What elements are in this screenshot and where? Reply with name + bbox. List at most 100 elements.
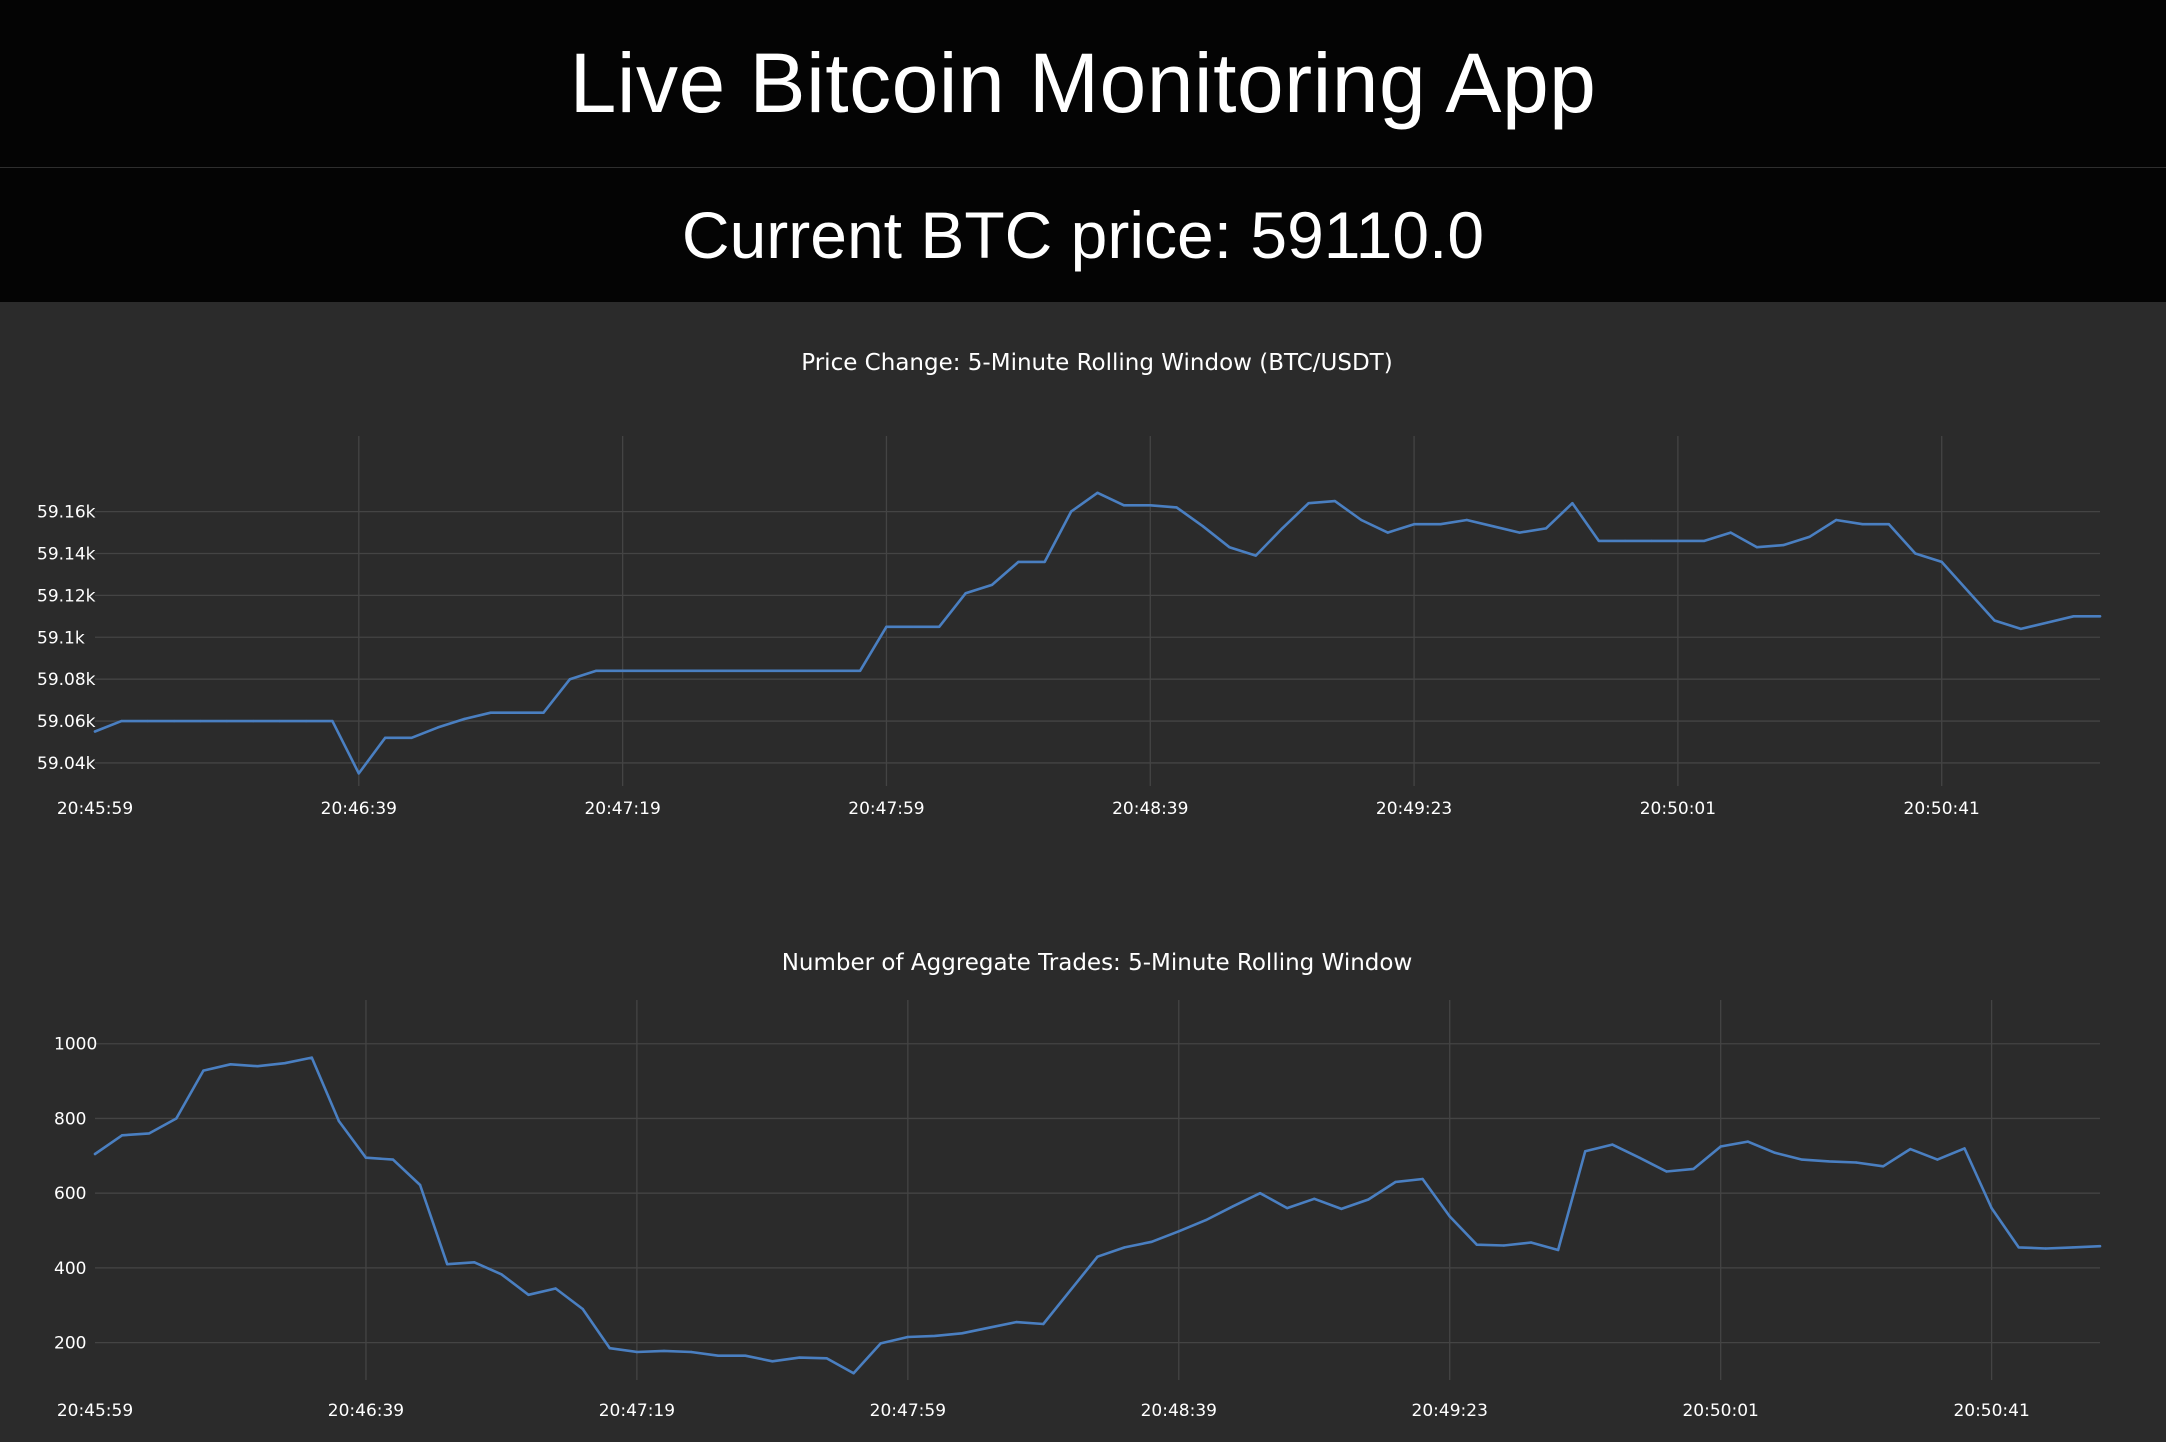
data-point bbox=[1015, 1320, 1018, 1324]
data-point bbox=[2017, 1246, 2020, 1249]
data-point bbox=[806, 669, 809, 672]
price-banner: Current BTC price: 59110.0 bbox=[0, 168, 2166, 302]
data-point bbox=[1340, 1207, 1343, 1211]
data-point bbox=[885, 625, 888, 628]
data-point bbox=[987, 1326, 991, 1329]
data-point bbox=[608, 1347, 611, 1350]
data-point bbox=[1177, 1230, 1181, 1233]
x-tick-label: 20:45:59 bbox=[57, 799, 133, 819]
app-title: Live Bitcoin Monitoring App bbox=[569, 36, 1597, 130]
data-point bbox=[647, 669, 651, 672]
data-point bbox=[990, 583, 994, 587]
data-point bbox=[1936, 1158, 1939, 1161]
data-point bbox=[960, 1332, 964, 1335]
data-point bbox=[1360, 518, 1363, 522]
x-tick-label: 20:50:01 bbox=[1640, 799, 1716, 819]
data-point bbox=[1914, 552, 1917, 555]
x-tick-label: 20:50:41 bbox=[1904, 799, 1980, 819]
data-point bbox=[852, 1372, 855, 1375]
data-point bbox=[911, 625, 914, 628]
x-tick-label: 20:47:19 bbox=[584, 799, 660, 819]
data-point bbox=[436, 726, 440, 729]
data-point bbox=[283, 1062, 286, 1065]
data-point bbox=[1096, 1255, 1099, 1258]
data-point bbox=[418, 1183, 422, 1187]
data-point bbox=[1096, 491, 1099, 494]
y-tick-label: 59.1k bbox=[37, 628, 85, 648]
data-point bbox=[1993, 619, 1996, 622]
data-point bbox=[595, 669, 598, 672]
data-point bbox=[568, 678, 572, 681]
data-point bbox=[1502, 1244, 1506, 1247]
data-point bbox=[1069, 510, 1073, 513]
data-point bbox=[1123, 1246, 1126, 1249]
current-price-label: Current BTC price: 59110.0 bbox=[681, 198, 1485, 272]
data-point bbox=[554, 1287, 557, 1290]
data-point bbox=[1421, 1177, 1424, 1181]
data-point bbox=[1584, 1150, 1587, 1153]
data-point bbox=[1175, 506, 1178, 509]
data-point bbox=[1665, 1170, 1668, 1173]
y-tick-label: 59.04k bbox=[37, 754, 96, 774]
data-point bbox=[1122, 504, 1126, 507]
data-point bbox=[2019, 627, 2023, 631]
y-tick-label: 59.14k bbox=[37, 545, 96, 565]
data-point bbox=[1069, 1289, 1072, 1292]
data-point bbox=[798, 1356, 801, 1359]
data-point bbox=[700, 669, 703, 672]
data-point bbox=[1281, 527, 1284, 530]
data-point bbox=[1307, 502, 1310, 505]
data-point bbox=[2072, 615, 2075, 618]
data-point bbox=[1228, 546, 1231, 549]
data-point bbox=[635, 1350, 639, 1354]
x-tick-label: 20:48:39 bbox=[1141, 1401, 1217, 1421]
data-point bbox=[906, 1335, 909, 1339]
data-point bbox=[621, 669, 624, 672]
data-point bbox=[304, 719, 308, 723]
data-point bbox=[1475, 1243, 1479, 1246]
x-tick-label: 20:50:41 bbox=[1953, 1401, 2029, 1421]
data-point bbox=[727, 669, 730, 672]
chart-title: Number of Aggregate Trades: 5-Minute Rol… bbox=[782, 950, 1413, 976]
data-point bbox=[581, 1307, 584, 1311]
data-point bbox=[1827, 1160, 1831, 1163]
x-tick-label: 20:48:39 bbox=[1112, 799, 1188, 819]
data-point bbox=[1313, 1197, 1316, 1200]
data-point bbox=[1149, 504, 1152, 507]
data-point bbox=[771, 1360, 774, 1363]
data-point bbox=[1042, 1322, 1045, 1326]
data-point bbox=[93, 1152, 97, 1156]
data-point bbox=[1597, 539, 1601, 543]
data-point bbox=[689, 1350, 693, 1354]
x-tick-label: 20:46:39 bbox=[321, 799, 397, 819]
data-point bbox=[1782, 543, 1785, 547]
data-point bbox=[964, 592, 967, 595]
data-point bbox=[172, 719, 176, 723]
data-point bbox=[515, 711, 519, 714]
data-point bbox=[2098, 615, 2102, 618]
y-tick-label: 1000 bbox=[54, 1035, 97, 1055]
data-point bbox=[1800, 1158, 1804, 1161]
data-point bbox=[879, 1342, 882, 1345]
data-point bbox=[1887, 523, 1891, 526]
data-point bbox=[1773, 1151, 1777, 1154]
data-point bbox=[489, 711, 492, 714]
data-point bbox=[825, 1357, 828, 1360]
data-point bbox=[1529, 1241, 1533, 1244]
y-tick-label: 600 bbox=[54, 1184, 86, 1204]
data-point bbox=[1386, 531, 1389, 534]
data-point bbox=[1808, 535, 1812, 538]
data-point bbox=[473, 1261, 476, 1264]
data-point bbox=[357, 772, 360, 775]
data-point bbox=[1556, 1248, 1560, 1252]
x-tick-label: 20:46:39 bbox=[328, 1401, 404, 1421]
series-line bbox=[93, 1056, 2102, 1375]
x-tick-label: 20:47:59 bbox=[848, 799, 924, 819]
data-point bbox=[1448, 1215, 1451, 1218]
data-point bbox=[1017, 560, 1020, 564]
x-tick-label: 20:47:59 bbox=[870, 1401, 946, 1421]
data-point bbox=[202, 1069, 205, 1072]
data-point bbox=[2071, 1246, 2075, 1249]
x-tick-label: 20:49:23 bbox=[1376, 799, 1452, 819]
data-point bbox=[1966, 590, 1970, 593]
